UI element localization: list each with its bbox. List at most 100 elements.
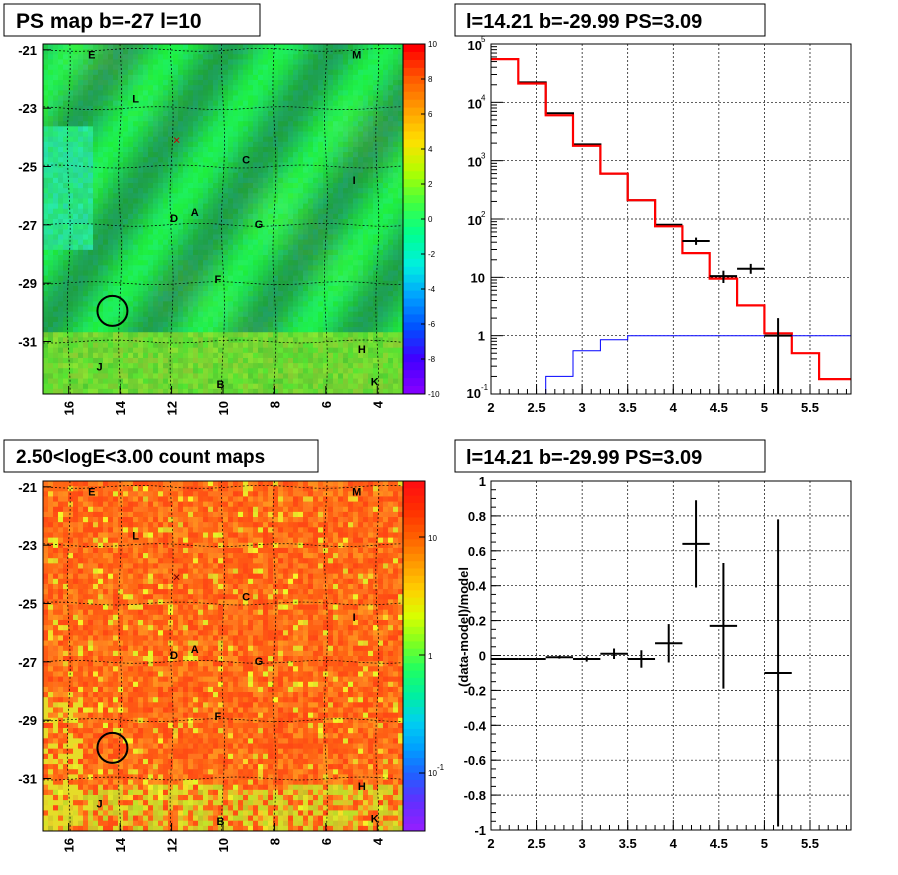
map-cell xyxy=(333,136,339,143)
map-cell xyxy=(43,49,49,55)
map-cell xyxy=(253,157,259,163)
map-cell xyxy=(358,54,364,60)
map-cell xyxy=(358,291,364,297)
map-cell xyxy=(43,198,49,204)
map-cell xyxy=(78,224,84,230)
map-cell xyxy=(183,162,189,168)
map-cell xyxy=(148,352,154,359)
map-cell xyxy=(73,126,79,132)
map-cell xyxy=(388,85,394,91)
map-cell xyxy=(298,285,304,292)
map-cell xyxy=(213,280,219,287)
map-cell xyxy=(388,157,394,163)
map-cell xyxy=(243,121,249,127)
map-cell xyxy=(218,203,224,210)
map-cell xyxy=(293,172,299,179)
map-cell xyxy=(103,224,109,230)
map-cell xyxy=(193,332,199,338)
map-cell xyxy=(283,126,289,132)
map-cell xyxy=(178,141,184,148)
map-cell xyxy=(128,368,134,374)
map-cell xyxy=(118,255,124,261)
map-cell xyxy=(383,280,389,287)
map-cell xyxy=(133,244,139,251)
map-cell xyxy=(218,213,224,220)
map-cell xyxy=(353,54,359,60)
map-cell xyxy=(253,255,259,261)
map-cell xyxy=(53,337,59,343)
map-cell xyxy=(63,177,69,184)
map-cell xyxy=(53,44,59,50)
map-cell xyxy=(288,285,294,292)
map-cell xyxy=(258,378,264,385)
map-cell xyxy=(223,291,229,297)
map-cell xyxy=(203,177,209,184)
map-cell xyxy=(323,321,329,328)
map-cell xyxy=(58,363,64,369)
map-cell xyxy=(343,172,349,179)
map-cell xyxy=(203,116,209,122)
map-cell xyxy=(128,49,134,55)
map-cell xyxy=(383,332,389,338)
map-cell xyxy=(63,121,69,127)
map-cell xyxy=(258,275,264,282)
map-cell xyxy=(368,203,374,210)
map-cell xyxy=(248,213,254,220)
map-cell xyxy=(243,136,249,143)
map-cell xyxy=(323,188,329,194)
map-cell xyxy=(213,208,219,215)
map-cell xyxy=(63,239,69,246)
map-cell xyxy=(158,352,164,359)
map-cell xyxy=(238,49,244,55)
map-cell xyxy=(253,162,259,168)
map-cell xyxy=(223,383,229,390)
map-cell xyxy=(203,105,209,112)
map-cell xyxy=(163,373,169,379)
map-cell xyxy=(303,162,309,168)
map-cell xyxy=(118,188,124,194)
map-cell xyxy=(353,301,359,307)
map-cell xyxy=(143,85,149,91)
map-cell xyxy=(238,116,244,122)
map-cell xyxy=(223,270,229,277)
map-cell xyxy=(83,378,89,385)
map-cell xyxy=(163,172,169,179)
map-cell xyxy=(373,332,379,338)
map-cell xyxy=(273,229,279,235)
map-cell xyxy=(303,208,309,215)
map-cell xyxy=(148,116,154,122)
map-cell xyxy=(323,378,329,385)
map-cell xyxy=(303,239,309,246)
map-cell xyxy=(163,342,169,349)
map-cell xyxy=(68,337,74,343)
map-cell xyxy=(328,244,334,251)
map-cell xyxy=(358,280,364,287)
map-cell xyxy=(143,368,149,374)
map-cell xyxy=(303,172,309,179)
map-cell xyxy=(173,388,179,395)
map-cell xyxy=(88,44,94,50)
map-cell xyxy=(73,291,79,297)
map-cell xyxy=(188,332,194,338)
map-cell xyxy=(283,167,289,174)
map-cell xyxy=(233,316,239,323)
map-cell xyxy=(233,85,239,91)
map-cell xyxy=(313,275,319,282)
map-cell xyxy=(338,291,344,297)
map-cell xyxy=(243,265,249,271)
map-cell xyxy=(218,126,224,132)
map-cell xyxy=(183,270,189,277)
map-cell xyxy=(68,347,74,354)
map-cell xyxy=(318,255,324,261)
colorbar-cell xyxy=(403,306,425,315)
map-cell xyxy=(268,126,274,132)
map-cell xyxy=(308,337,314,343)
map-cell xyxy=(143,167,149,174)
map-cell xyxy=(248,388,254,395)
map-cell xyxy=(258,234,264,240)
map-cell xyxy=(353,105,359,112)
map-cell xyxy=(93,306,99,313)
map-cell xyxy=(168,234,174,240)
map-cell xyxy=(178,388,184,395)
map-cell xyxy=(88,172,94,179)
